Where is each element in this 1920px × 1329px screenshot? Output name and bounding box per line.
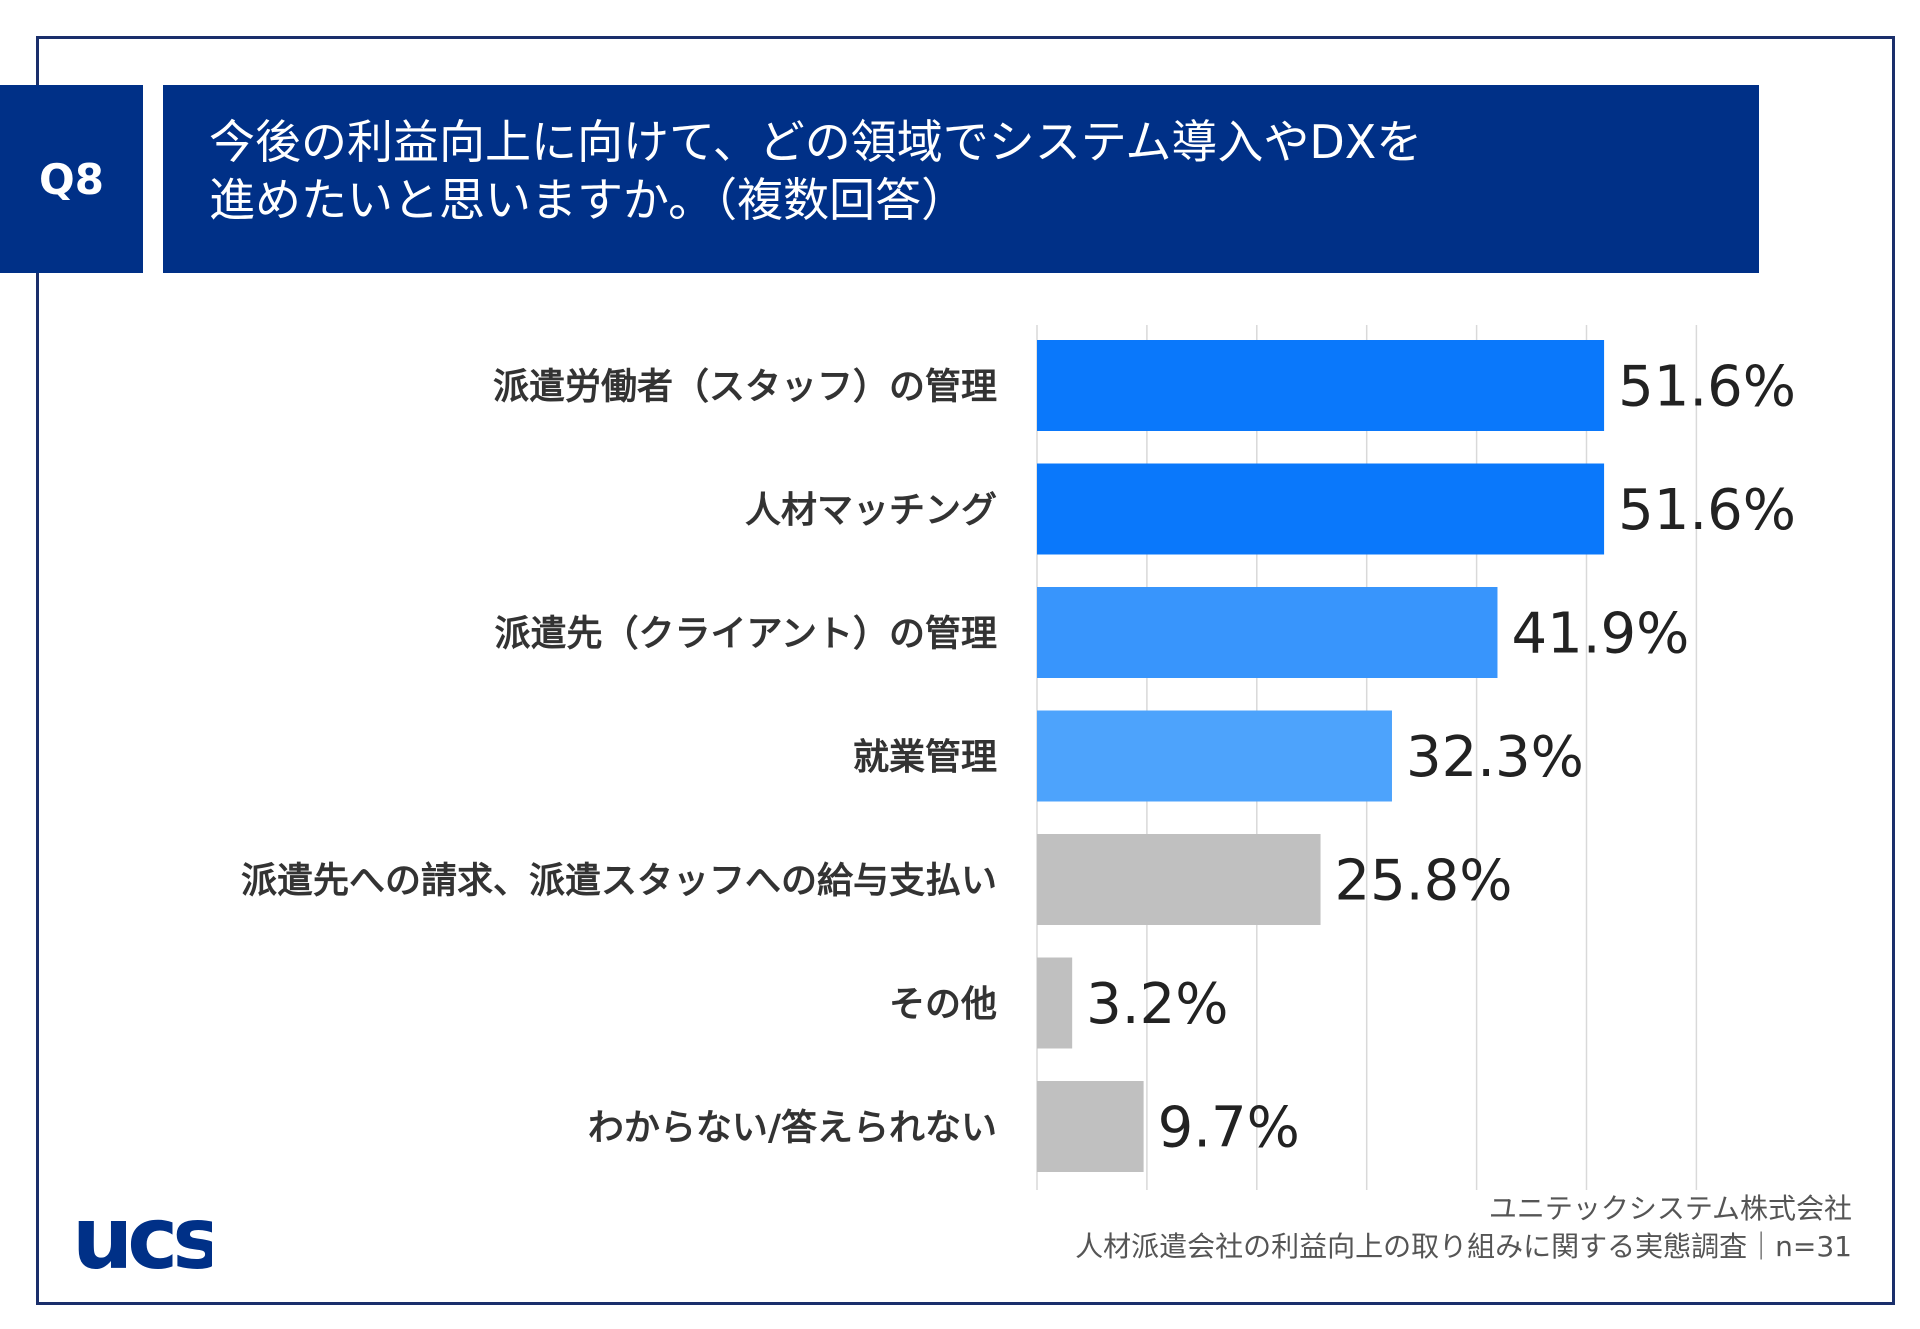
question-id: Q8 — [39, 154, 104, 204]
value-label: 25.8% — [1335, 849, 1513, 914]
bar-2 — [1037, 463, 1605, 555]
value-label: 9.7% — [1158, 1096, 1300, 1161]
title-line-1: 今後の利益向上に向けて、どの領域でシステム導入やDXを — [209, 115, 1423, 169]
category-label: 派遣先（クライアント）の管理 — [494, 614, 997, 655]
value-label: 51.6% — [1618, 478, 1796, 543]
footer-survey: 人材派遣会社の利益向上の取り組みに関する実態調査｜n=31 — [1075, 1230, 1852, 1263]
footer: ユニテックシステム株式会社 人材派遣会社の利益向上の取り組みに関する実態調査｜n… — [1075, 1190, 1852, 1266]
category-label: 派遣先への請求、派遣スタッフへの給与支払い — [241, 861, 997, 902]
value-label: 3.2% — [1086, 972, 1228, 1037]
category-label: 派遣労働者（スタッフ）の管理 — [493, 367, 997, 408]
category-label: 人材マッチング — [745, 490, 997, 531]
category-label: その他 — [889, 984, 997, 1025]
value-label: 32.3% — [1406, 725, 1584, 790]
outer-frame — [36, 36, 1895, 1305]
question-badge: Q8 — [0, 85, 143, 273]
logo-text: ucs — [72, 1190, 212, 1280]
bar-3 — [1037, 587, 1498, 678]
category-label: わからない/答えられない — [588, 1108, 997, 1149]
title-line-2: 進めたいと思いますか。（複数回答） — [209, 173, 968, 227]
question-title: 今後の利益向上に向けて、どの領域でシステム導入やDXを 進めたいと思いますか。（… — [163, 85, 1759, 273]
bar-5 — [1037, 834, 1321, 925]
bar-6 — [1037, 957, 1073, 1049]
footer-company: ユニテックシステム株式会社 — [1488, 1192, 1852, 1225]
bar-7 — [1037, 1081, 1144, 1172]
value-label: 51.6% — [1618, 355, 1796, 420]
bar-1 — [1037, 340, 1605, 431]
ucs-logo: ucs — [72, 1190, 212, 1280]
bar-4 — [1037, 710, 1392, 802]
category-label: 就業管理 — [853, 737, 997, 778]
value-label: 41.9% — [1511, 602, 1689, 667]
